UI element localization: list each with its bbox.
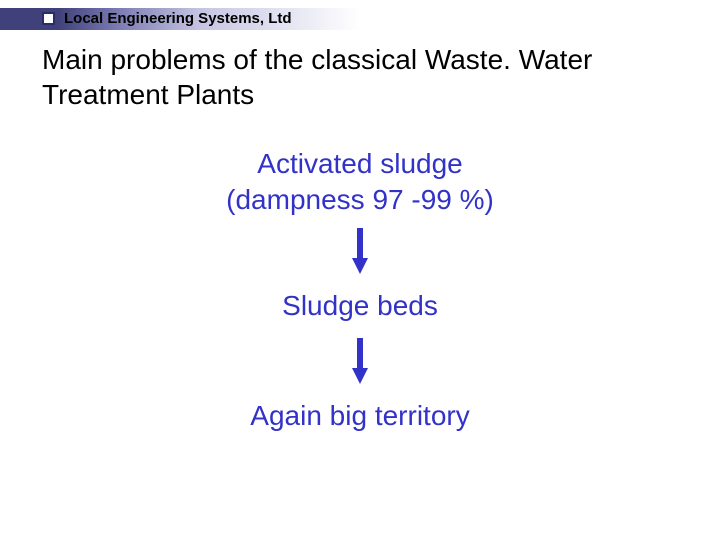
arrow-down-icon [350, 228, 370, 274]
slide: Local Engineering Systems, Ltd Main prob… [0, 0, 720, 540]
page-title: Main problems of the classical Waste. Wa… [42, 42, 662, 112]
flow-node-3-line1: Again big territory [0, 400, 720, 432]
company-name: Local Engineering Systems, Ltd [64, 10, 292, 27]
flow-node-3: Again big territory [0, 400, 720, 432]
flow-node-1: Activated sludge (dampness 97 -99 %) [0, 146, 720, 218]
header-bar: Local Engineering Systems, Ltd [0, 8, 720, 30]
flow-node-2: Sludge beds [0, 290, 720, 322]
arrow-down-icon [350, 338, 370, 384]
flow-node-2-line1: Sludge beds [0, 290, 720, 322]
flow-node-1-line2: (dampness 97 -99 %) [0, 182, 720, 218]
square-bullet-icon [42, 12, 55, 25]
flow-node-1-line1: Activated sludge [0, 146, 720, 182]
